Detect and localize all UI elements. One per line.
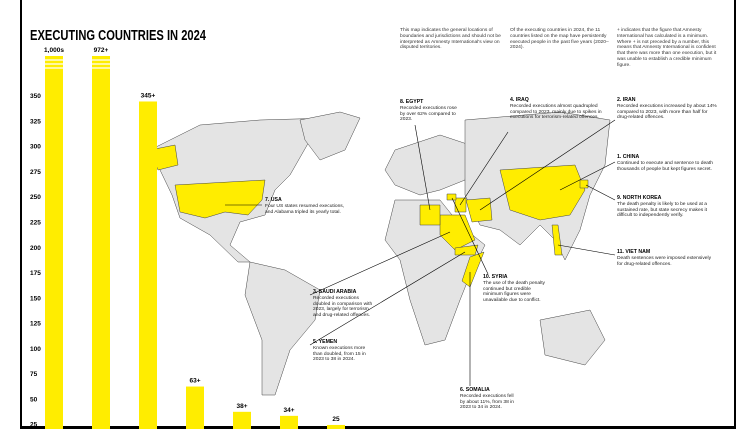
value-label: 345+ (141, 92, 156, 99)
greenland (299, 111, 361, 161)
iraq (454, 197, 467, 213)
annotation-title: 8. EGYPT (400, 99, 424, 105)
annotation: 11. VIET NAM Death sentences were imposed… (617, 249, 717, 267)
australia (539, 309, 606, 366)
y-tick-label: 75 (30, 371, 38, 378)
annotation-text: Known executions more than doubled, from… (313, 345, 366, 363)
annotation: 2. IRAN Recorded executions increased by … (617, 97, 717, 121)
annotation: 3. SAUDI ARABIA Recorded executions doubl… (313, 289, 375, 319)
value-label: 34+ (283, 407, 294, 414)
y-tick-label: 275 (30, 169, 41, 176)
china (499, 164, 586, 221)
europe (384, 134, 471, 196)
y-tick-label: 100 (30, 346, 41, 353)
frame-left (20, 0, 22, 429)
annotation-text: Continued to execute and sentence to dea… (617, 160, 713, 172)
y-tick-label: 225 (30, 220, 41, 227)
annotation-text: The death penalty is likely to be used a… (617, 201, 707, 219)
syria (446, 193, 457, 201)
annotation-title: 2. IRAN (617, 97, 636, 103)
y-tick-label: 25 (30, 422, 38, 429)
egypt (419, 204, 441, 226)
annotation-title: 5. YEMEN (313, 339, 338, 345)
y-tick-label: 350 (30, 93, 41, 100)
bar (45, 56, 63, 429)
leader-line (585, 184, 616, 201)
y-tick-label: 175 (30, 270, 41, 277)
chart-title: EXECUTING COUNTRIES IN 2024 (30, 28, 206, 44)
value-label: 25 (332, 416, 340, 423)
annotation: 4. IRAQ Recorded executions almost quadru… (510, 97, 610, 121)
annotation-text: Recorded executions increased by about 1… (617, 103, 717, 121)
annotation-title: 3. SAUDI ARABIA (313, 289, 357, 295)
map-note: Of the executing countries in 2024, the … (510, 28, 609, 51)
bar (92, 56, 110, 429)
annotation-text: Recorded executions fell by about 11%, f… (460, 393, 515, 411)
annotation: 5. YEMEN Known executions more than doubl… (313, 339, 371, 363)
annotation: 7. USA Four US states resumed executions,… (265, 197, 345, 215)
leader-line (309, 251, 466, 346)
north-korea (579, 179, 589, 189)
value-label: 1,000s (44, 47, 64, 54)
value-label: 63+ (189, 378, 200, 385)
annotation-title: 10. SYRIA (483, 274, 508, 280)
leader-line (309, 231, 451, 296)
frame-right (734, 0, 736, 429)
bar (280, 415, 298, 429)
bar (233, 411, 251, 429)
map-note: This map indicates the general locations… (400, 28, 501, 51)
leader-line (459, 131, 509, 206)
value-label: 38+ (236, 403, 247, 410)
annotation: 1. CHINA Continued to execute and sentenc… (617, 154, 717, 172)
annotation-text: Recorded executions almost quadrupled co… (510, 103, 602, 121)
leader-line (557, 244, 616, 256)
frame-bottom (20, 426, 736, 429)
leader-line (414, 124, 431, 211)
annotation: 9. NORTH KOREA The death penalty is likel… (617, 195, 717, 219)
bar (139, 101, 157, 429)
south-america (244, 261, 321, 396)
y-tick-label: 125 (30, 321, 41, 328)
annotation-title: 11. VIET NAM (617, 249, 651, 255)
iran (465, 197, 493, 223)
annotation-text: Four US states resumed executions, and A… (265, 203, 345, 215)
y-tick-label: 325 (30, 118, 41, 125)
y-tick-label: 50 (30, 396, 38, 403)
annotation-title: 9. NORTH KOREA (617, 195, 662, 201)
annotation-text: Recorded executions doubled in compariso… (313, 295, 373, 319)
bar (186, 386, 204, 429)
bar (327, 424, 345, 429)
leader-line (479, 119, 616, 211)
leader-line (451, 197, 489, 275)
y-tick-label: 200 (30, 245, 41, 252)
annotation-title: 1. CHINA (617, 154, 640, 160)
y-tick-label: 150 (30, 295, 41, 302)
annotation-title: 6. SOMALIA (460, 387, 490, 393)
annotation-text: Recorded executions rose by over 62% com… (400, 105, 457, 123)
annotation: 6. SOMALIA Recorded executions fell by ab… (460, 387, 520, 411)
y-tick-label: 250 (30, 194, 41, 201)
world-map (149, 111, 611, 396)
annotation: 10. SYRIA The use of the death penalty co… (483, 274, 545, 304)
value-label: 972+ (94, 47, 109, 54)
y-tick-label: 300 (30, 144, 41, 151)
map-note: + indicates that the figure that Amnesty… (617, 28, 717, 68)
annotation-text: The use of the death penalty continued b… (483, 280, 545, 304)
annotation-text: Death sentences were imposed extensively… (617, 255, 712, 267)
usa (174, 179, 266, 219)
leader-line (559, 161, 616, 191)
viet-nam (551, 224, 563, 256)
annotation-title: 7. USA (265, 197, 282, 203)
annotation: 8. EGYPT Recorded executions rose by over… (400, 99, 460, 123)
saudi-arabia (439, 214, 476, 251)
annotation-title: 4. IRAQ (510, 97, 529, 103)
leader-lines (225, 119, 616, 386)
